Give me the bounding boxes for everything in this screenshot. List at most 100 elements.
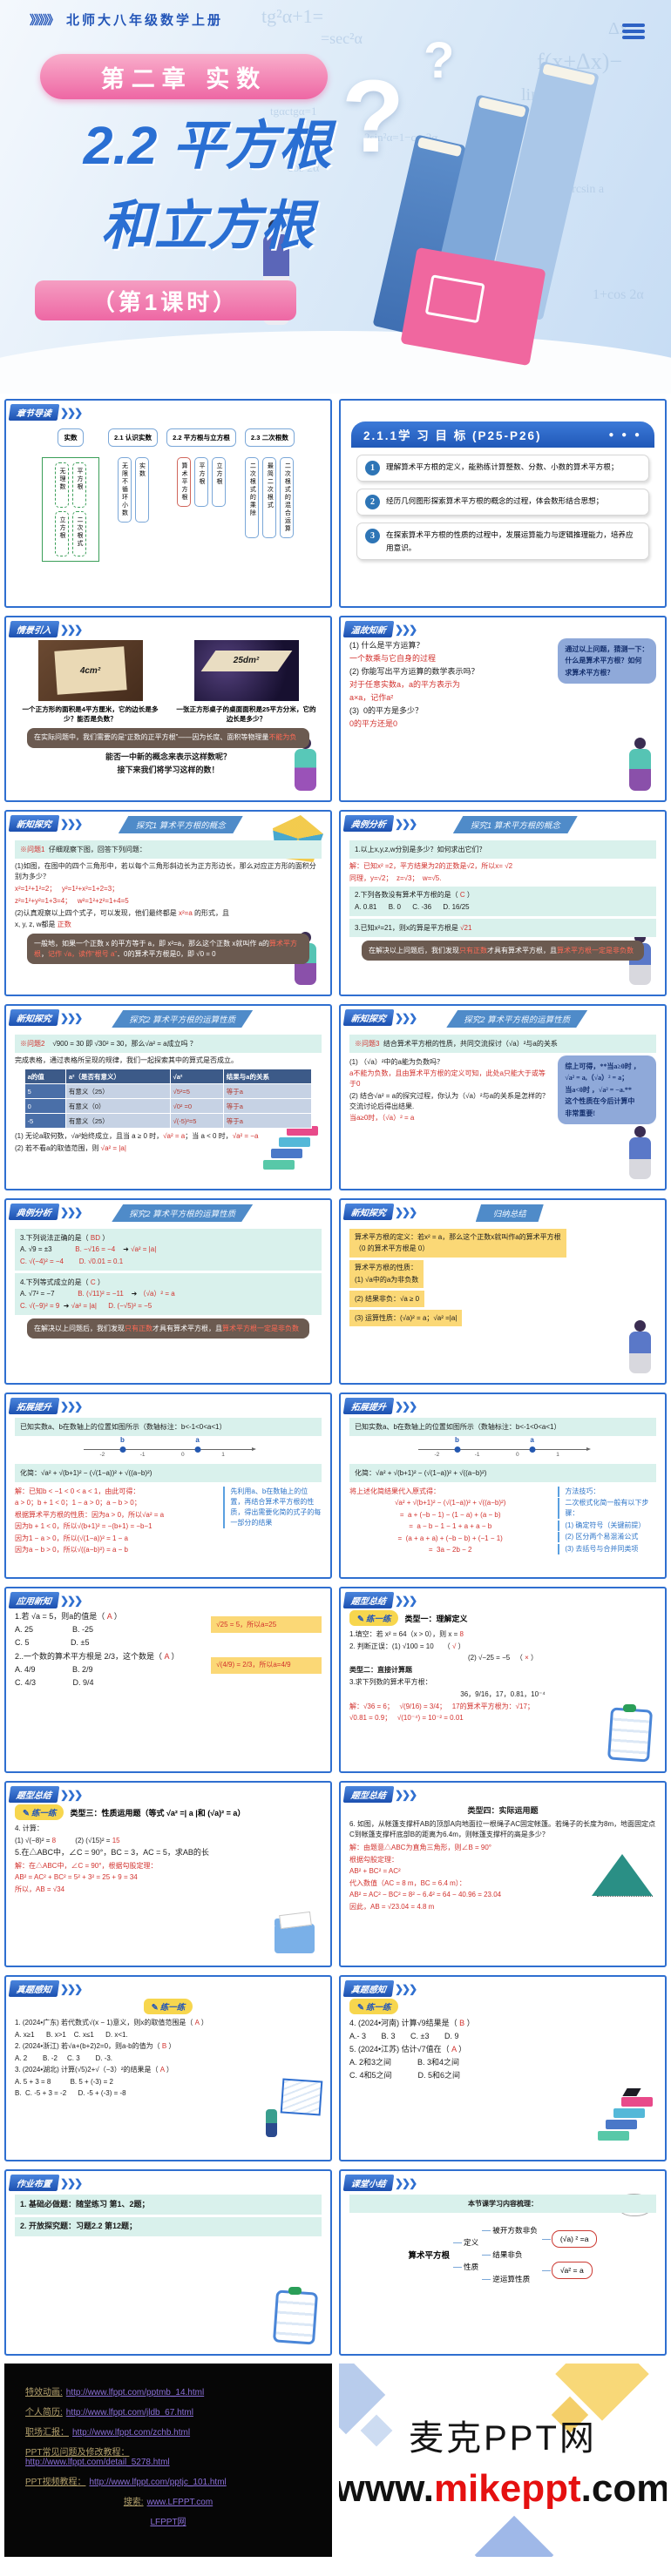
footer-link-label: 职场汇报： (25, 2428, 69, 2438)
table-cell: 有意义（25） (64, 1083, 171, 1099)
text-line: 4. 计算： (15, 1824, 44, 1832)
slide-section-tag: 情景引入 ❯❯❯ (8, 621, 83, 637)
text-line: 因为a − b > 0，所以√((a−b)²) = a − b (15, 1546, 128, 1554)
footer-links-panel: 特效动画: http://www.lfppt.com/pptmb_14.html 个… (4, 2364, 332, 2557)
slide-content: 1.以上x,y,z,w分别是多少？如何求出它们？ 解：已知x² =2，平方结果为2… (349, 840, 656, 994)
lesson-title-line2: 和立方根 (100, 195, 314, 255)
goal-text: 理解算术平方根的定义，能熟练计算整数、分数、小数的算术平方根； (386, 462, 619, 471)
highlight-box: 化简：√a² + √(b+1)² − (√(1−a))² + √((a−b)²) (349, 1464, 656, 1482)
text-line: 因为b + 1 < 0，所以√(b+1)² = −(b+1) = −b−1 (15, 1522, 152, 1530)
text-line: 3.下列说法正确的是（ BD ） (20, 1233, 110, 1242)
text-line: 因此，AB = √23.04 = 4.8 m (349, 1902, 435, 1911)
text-line: A. 25 B. -25 (15, 1624, 94, 1634)
practice-badge: ✎ 练一练 (349, 1999, 399, 2014)
math-watermark: tg²α+1= (261, 5, 324, 27)
diamond-decoration (360, 2414, 393, 2447)
concept-map-children: 算术平方根 平方根 立方根 (176, 457, 226, 507)
footer-link[interactable]: LFPPT网 (150, 2518, 186, 2527)
slide-content: ✎ 练一练 4. (2024•河南) 计算√9结果是（ B ） A.- 3 B. 3 … (349, 1999, 656, 2157)
text-line: (1) 什么是平方运算？ (349, 640, 424, 650)
text-line: √a² + √(b+1)² − (√(1−a))² + √((a−b)²) (395, 1499, 506, 1507)
slide-topic-banner: 探究2 算术平方根的运算性质 (112, 1010, 254, 1028)
text-line: 通过以上问题，猜测一下： (565, 644, 649, 653)
math-watermark: =sec²α (321, 30, 363, 47)
text-line: 解：已知x² =2，平方结果为2的正数是√2，所以x= √2 (349, 862, 513, 870)
text-line: 1.填空：若 x² = 64（x > 0），则 x = 8 (349, 1630, 464, 1638)
chevrons-icon: 》》》》》 (30, 12, 59, 27)
slide-content: 4cm² 一个正方形的面积是4平方厘米，它的边长是多少？能否是负数？ 25dm² 一张… (15, 640, 322, 799)
text-block: 能否一中新的概念来表示这样数呢？ 接下来我们将学习这样的数！ (15, 752, 322, 777)
chevrons-icon: ❯❯❯ (60, 1399, 83, 1413)
text-line: 对于任意实数a，a的平方表示为 (349, 679, 461, 689)
table-cell: √(-5)²=5 (169, 1113, 224, 1129)
footer-link[interactable]: http://www.lfppt.com/zchb.html (72, 2428, 191, 2438)
two-column-block: (1) 什么是平方运算？ 一个数乘与它自身的过程 (2) 你能写出平方运算的数学表示… (349, 638, 656, 732)
highlight-box: 算术平方根的定义：若x² = a，那么这个正数x就叫作a的算术平方根 （0 的算术… (349, 1229, 566, 1258)
text-line: x²=1²+1²=2； y²=1²+x²=1+2=3； (15, 885, 119, 893)
slide-content: 本节课学习内容梳理： 算术平方根 定义 性质 被开方数非负 结果非负 逆运算性质 (√a) ²… (349, 2195, 656, 2353)
slide-section-tag: 作业布置 ❯❯❯ (8, 2175, 83, 2191)
slide-thumbnail: 2.1.1学 习 目 标 (P25-P26) ● ● ● 1 理解算术平方根的定义，能… (339, 399, 667, 608)
slide-thumbnail: 课堂小结 ❯❯❯ 本节课学习内容梳理： 算术平方根 定义 性质 被开方数非负 结果非负 逆运算性… (339, 2169, 667, 2356)
slide-thumbnail: 新知探究 ❯❯❯ 探究2 算术平方根的运算性质 ※问题2 √900 = 30 即 √3… (4, 1004, 332, 1190)
text-line: 什么是算术平方根？如何 (565, 657, 642, 664)
point-label: b (120, 1436, 125, 1444)
text-line: a不能为负数，且由算术平方根的定义可知，此处a只能大于或等于0 (349, 1069, 546, 1088)
number-line-axis (84, 1447, 256, 1451)
slide-content: 类型四：实际运用题 6. 如图，从帐篷支撑杆AB的顶部A向地面拉一根绳子AC固定帐… (349, 1805, 656, 1964)
footer-link[interactable]: http://www.lfppt.com/jldb_67.html (65, 2408, 193, 2418)
table-cell: √0² =0 (169, 1098, 224, 1114)
text-line: √25 = 5，所以a=25 (216, 1620, 277, 1629)
footer-link-label: 特效动画: (25, 2388, 63, 2397)
text-line: 先利用a、b在数轴上的位置，再结合算术平方根的性质，得出需要化简的式子的每一部分… (223, 1486, 322, 1528)
concept-map-node: 最简二次根式 (262, 457, 277, 538)
site-name: 麦克PPT网 (409, 2419, 597, 2458)
axis-tick-label: 1 (221, 1452, 225, 1458)
hero-banner: tg²α+1==sec²αcos²αf(x+Δx)−lim x→0Δxtgαct… (0, 0, 671, 394)
text-line: 1. 基础必做题：随堂练习 第1、2题； (20, 2199, 150, 2208)
text-block: 6. 如图，从帐篷支撑杆AB的顶部A向地面拉一根绳子AC固定帐篷。若绳子的长度为… (349, 1819, 656, 1840)
text-line: 算术平方根的性质： (355, 1264, 417, 1271)
menu-icon[interactable] (622, 21, 645, 42)
concept-map-node: 实数 (134, 457, 149, 523)
pencil-icon: ✎ (151, 2003, 159, 2013)
point-dot (194, 1446, 201, 1453)
photos-row: 4cm² 一个正方形的面积是4平方厘米，它的边长是多少？能否是负数？ 25dm² 一张… (15, 640, 322, 725)
mind-map-node: √a² = a (541, 2262, 593, 2279)
footer-link[interactable]: http://www.lfppt.com/detail_5278.html (25, 2458, 170, 2467)
side-column: 综上可得，**当a≥0时 ， √a² = a,（√a）² = a； 当a<0时 ，√… (558, 1055, 656, 1124)
chevrons-icon: ❯❯❯ (395, 2176, 417, 2189)
brand-header: 》》》》》 北师大八年级数学上册 (30, 10, 223, 29)
footer-link[interactable]: www.LFPPT.com (146, 2498, 214, 2507)
slide-content: 已知实数a、b在数轴上的位置如图所示（数轴标注：b<-1<0<a<1） -2 -1 0… (349, 1418, 656, 1576)
side-column: 先利用a、b在数轴上的位置，再结合算术平方根的性质，得出需要化简的式子的每一部分… (223, 1485, 322, 1529)
footer-link[interactable]: http://www.lfppt.com/pptjc_101.html (89, 2478, 227, 2487)
text-line: (3) 0的平方是多少？ (349, 705, 424, 715)
slide-content: ✎ 练一练 类型一：理解定义 1.填空：若 x² = 64（x > 0），则 x = … (349, 1610, 656, 1769)
slide-section-tag: 章节导读 ❯❯❯ (8, 404, 83, 421)
highlight-box: 化简：√a² + √(b+1)² − (√(1−a))² + √((a−b)²) (15, 1464, 322, 1482)
text-line: 求算术平方根？ (565, 668, 614, 677)
slide-thumbnail: 真题感知 ❯❯❯ ✎ 练一练 4. (2024•河南) 计算√9结果是（ B ） A.- … (339, 1975, 667, 2161)
point-dot (529, 1446, 536, 1453)
text-line: 4.下列等式成立的是（ C ） (20, 1278, 105, 1286)
table-row: 0 有意义（0） √0² =0 等于a (24, 1098, 313, 1114)
slide-content: 1.若 √a = 5，则a的值是（ A ） A. 25 B. -25 C. 5 D.… (15, 1609, 322, 1768)
mind-map-level: 定义 性质 (452, 2237, 478, 2272)
text-line: 能否一中新的概念来表示这样数呢？ (105, 752, 231, 761)
text-line: 3. (2024•湖北) 计算(√5)2+√（−3）²的结果是（ A ） (15, 2066, 173, 2074)
section-tag-label: 章节导读 (8, 404, 60, 421)
two-column-block: 解：由题意△ABC为直角三角形，则∠B = 90° 根据勾股定理： AB² + BC… (349, 1842, 656, 1914)
side-column: √25 = 5，所以a=25 (211, 1616, 322, 1633)
text-line: 解：已知b < −1 < 0 < a < 1，由此可得： (15, 1487, 140, 1495)
slide-thumbnail: 情景引入 ❯❯❯ 4cm² 一个正方形的面积是4平方厘米，它的边长是多少？能否是负数？… (4, 616, 332, 802)
goal-item: 3 在探索算术平方根的性质的过程中，发展运算能力与逻辑推理能力，培养应用意识。 (356, 523, 649, 561)
text-line: 3.已知x²=21，则x的算是平方根是 √21 (355, 923, 472, 932)
main-column: 解：由题意△ABC为直角三角形，则∠B = 90° 根据勾股定理： AB² + BC… (349, 1842, 581, 1914)
pencil-icon: ✎ (23, 1809, 30, 1818)
chevrons-icon: ❯❯❯ (395, 623, 417, 636)
footer-link[interactable]: http://www.lfppt.com/pptmb_14.html (65, 2388, 205, 2397)
site-url[interactable]: www.mikeppt.com (339, 2467, 667, 2510)
table-header-cell: √a² (169, 1069, 224, 1084)
